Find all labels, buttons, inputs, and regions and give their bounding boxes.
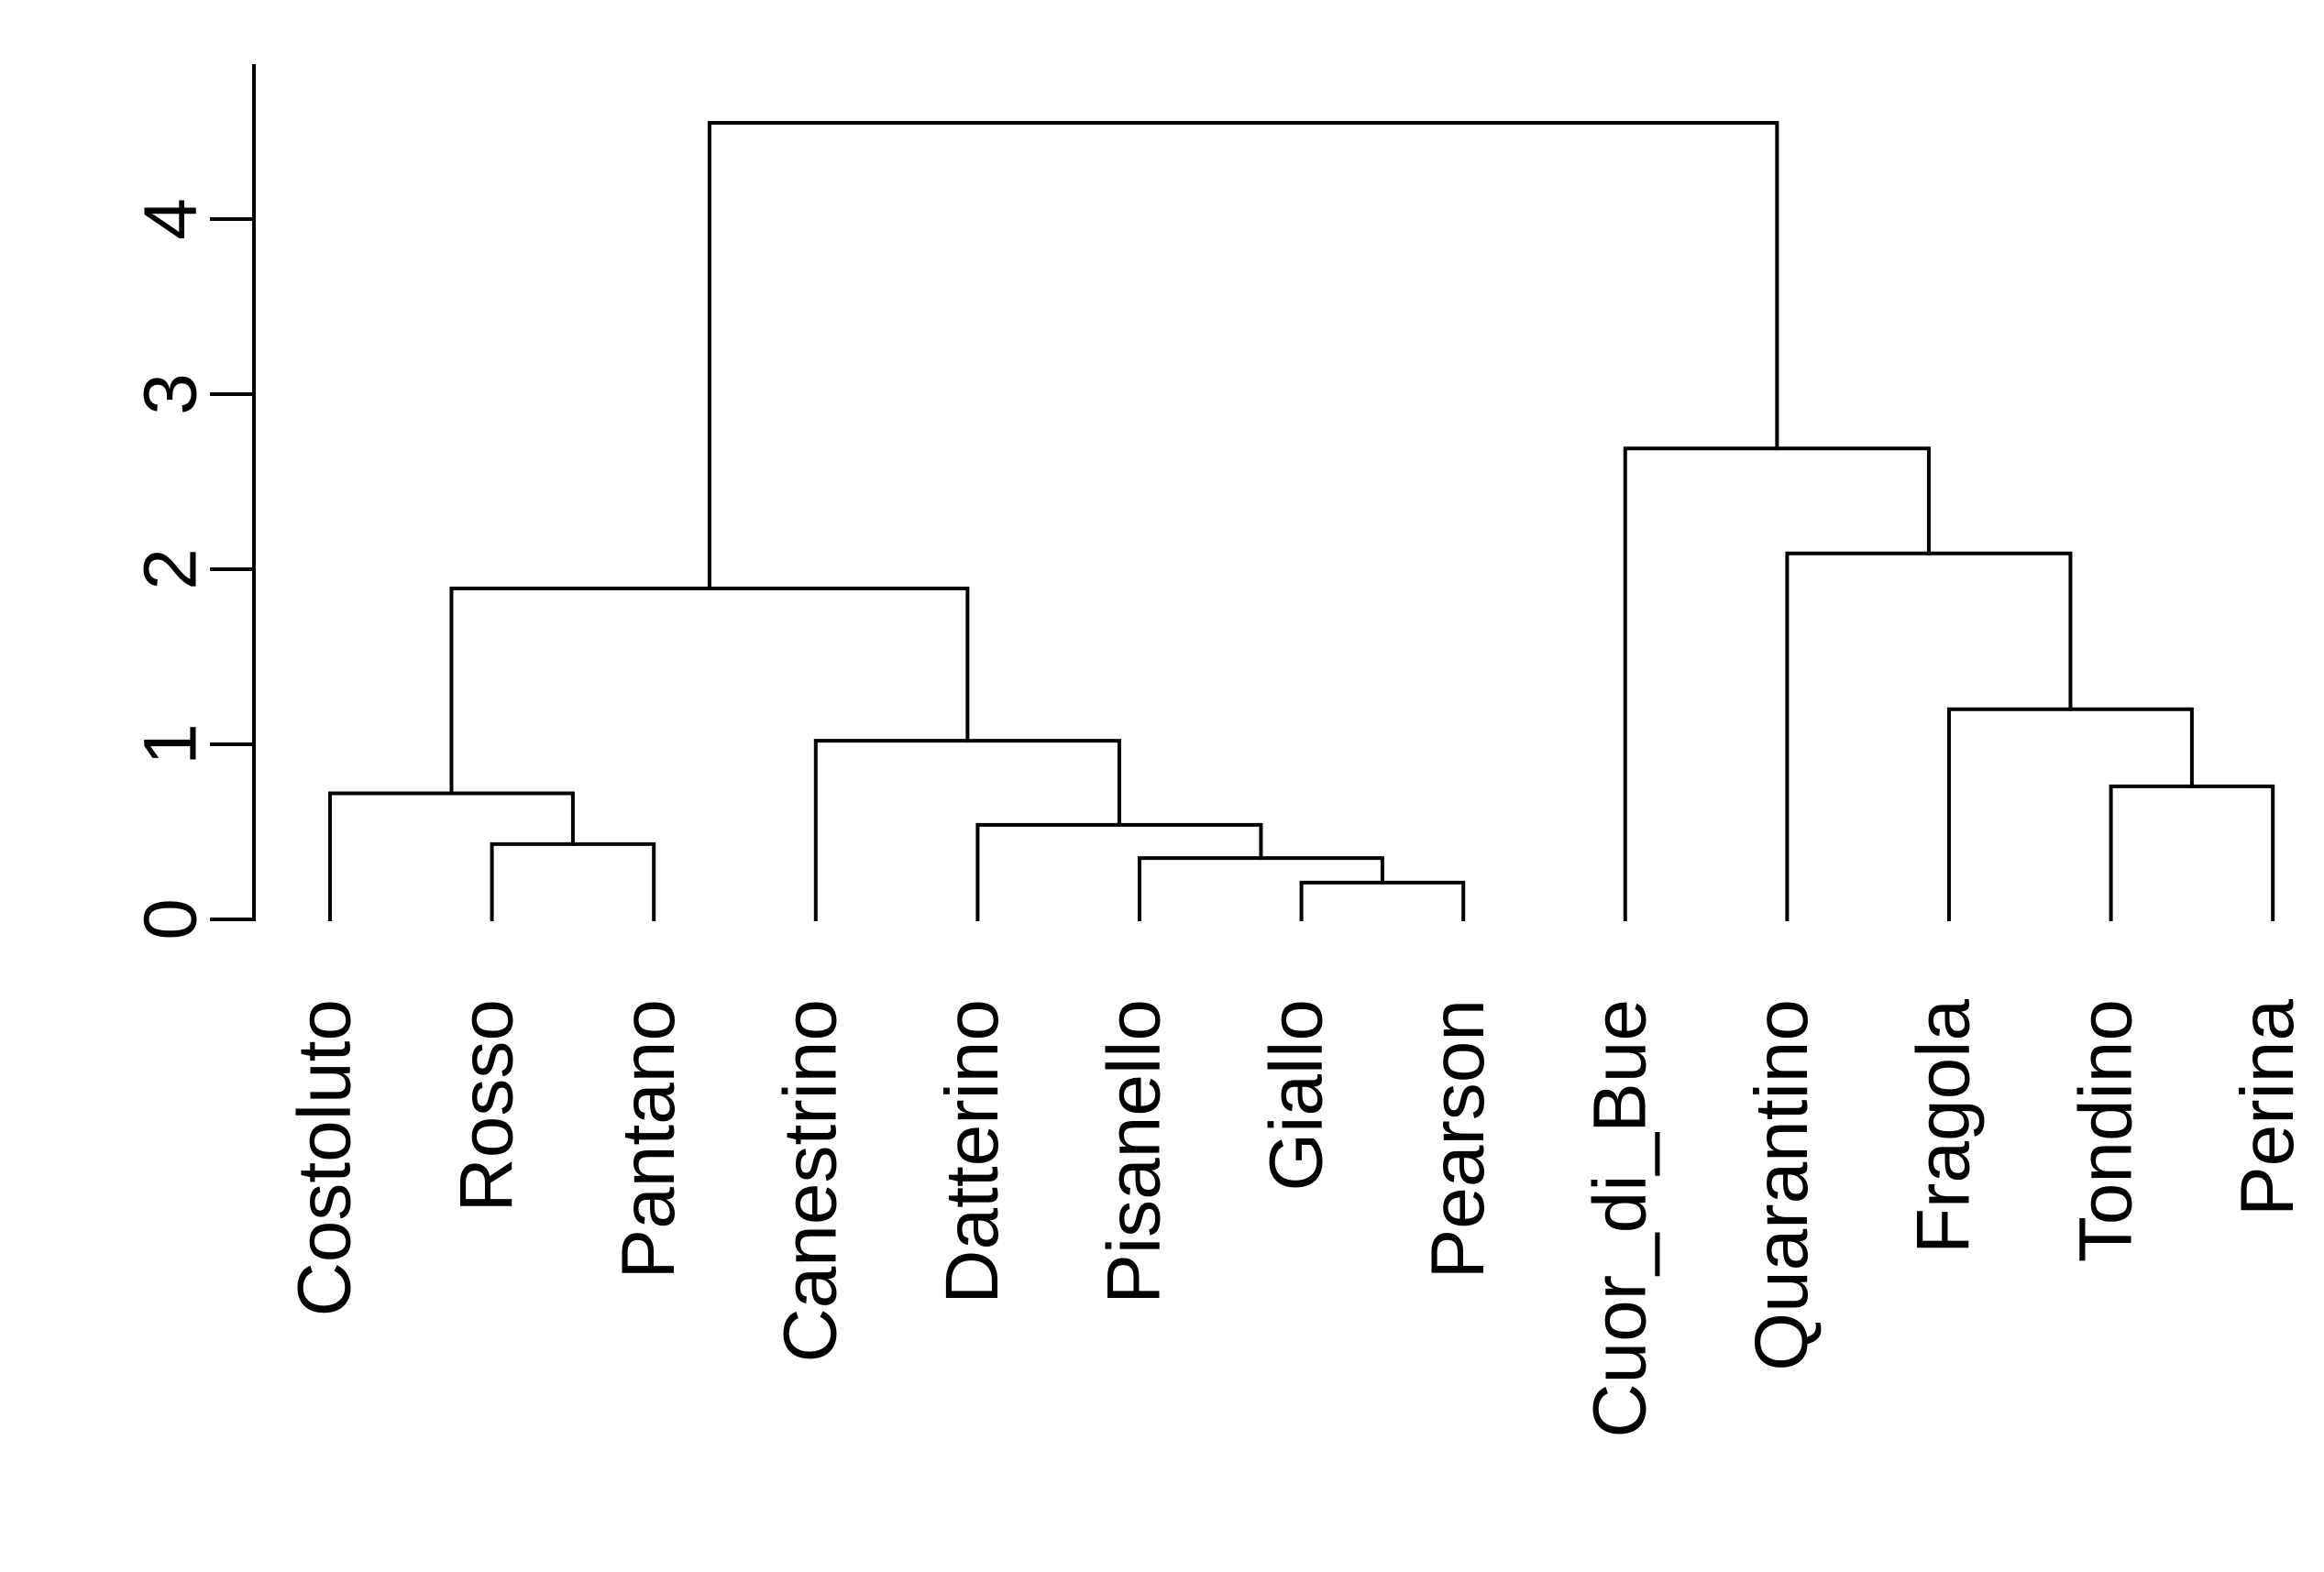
link-m5 bbox=[328, 791, 575, 921]
leaf-label-quarantino: Quarantino bbox=[1740, 999, 1823, 1371]
leaf-label-canestrino: Canestrino bbox=[768, 999, 852, 1363]
leaf-label-fragola: Fragola bbox=[1902, 999, 1986, 1254]
leaf-label-costoluto: Costoluto bbox=[283, 999, 367, 1316]
link-m12 bbox=[707, 120, 1779, 591]
y-tick-label-1: 1 bbox=[129, 723, 213, 765]
leaf-label-rosso: Rosso bbox=[445, 999, 528, 1212]
link-m4 bbox=[975, 822, 1263, 921]
leaf-label-pearson: Pearson bbox=[1416, 999, 1500, 1279]
link-m7 bbox=[813, 739, 1121, 921]
link-m6 bbox=[2109, 784, 2275, 921]
link-m11 bbox=[1623, 446, 1931, 921]
y-axis: 0 1 2 3 4 bbox=[129, 64, 256, 940]
leaf-label-cuor_di_bue: Cuor_di_Bue bbox=[1578, 999, 1661, 1438]
leaf-label-datterino: Datterino bbox=[931, 999, 1014, 1304]
leaf-label-tondino: Tondino bbox=[2064, 999, 2147, 1262]
link-m1 bbox=[1299, 880, 1466, 921]
leaf-label-pantano: Pantano bbox=[607, 999, 690, 1280]
y-tick-label-2: 2 bbox=[129, 548, 213, 590]
leaf-label-giallo: Giallo bbox=[1254, 999, 1338, 1192]
y-tick-label-4: 4 bbox=[129, 198, 213, 240]
link-m9 bbox=[449, 587, 970, 796]
link-m8 bbox=[1947, 707, 2194, 921]
leaf-label-pisanello: Pisanello bbox=[1093, 999, 1176, 1304]
link-m3 bbox=[490, 841, 656, 921]
y-tick-label-0: 0 bbox=[129, 898, 213, 940]
leaf-labels: Costoluto Rosso Pantano Canestrino Datterino… bbox=[283, 999, 2309, 1438]
leaf-label-perina: Perina bbox=[2226, 999, 2309, 1216]
y-tick-label-3: 3 bbox=[129, 373, 213, 415]
dendrogram-links bbox=[328, 120, 2275, 921]
link-m10 bbox=[1785, 551, 2073, 921]
link-m2 bbox=[1138, 856, 1384, 921]
